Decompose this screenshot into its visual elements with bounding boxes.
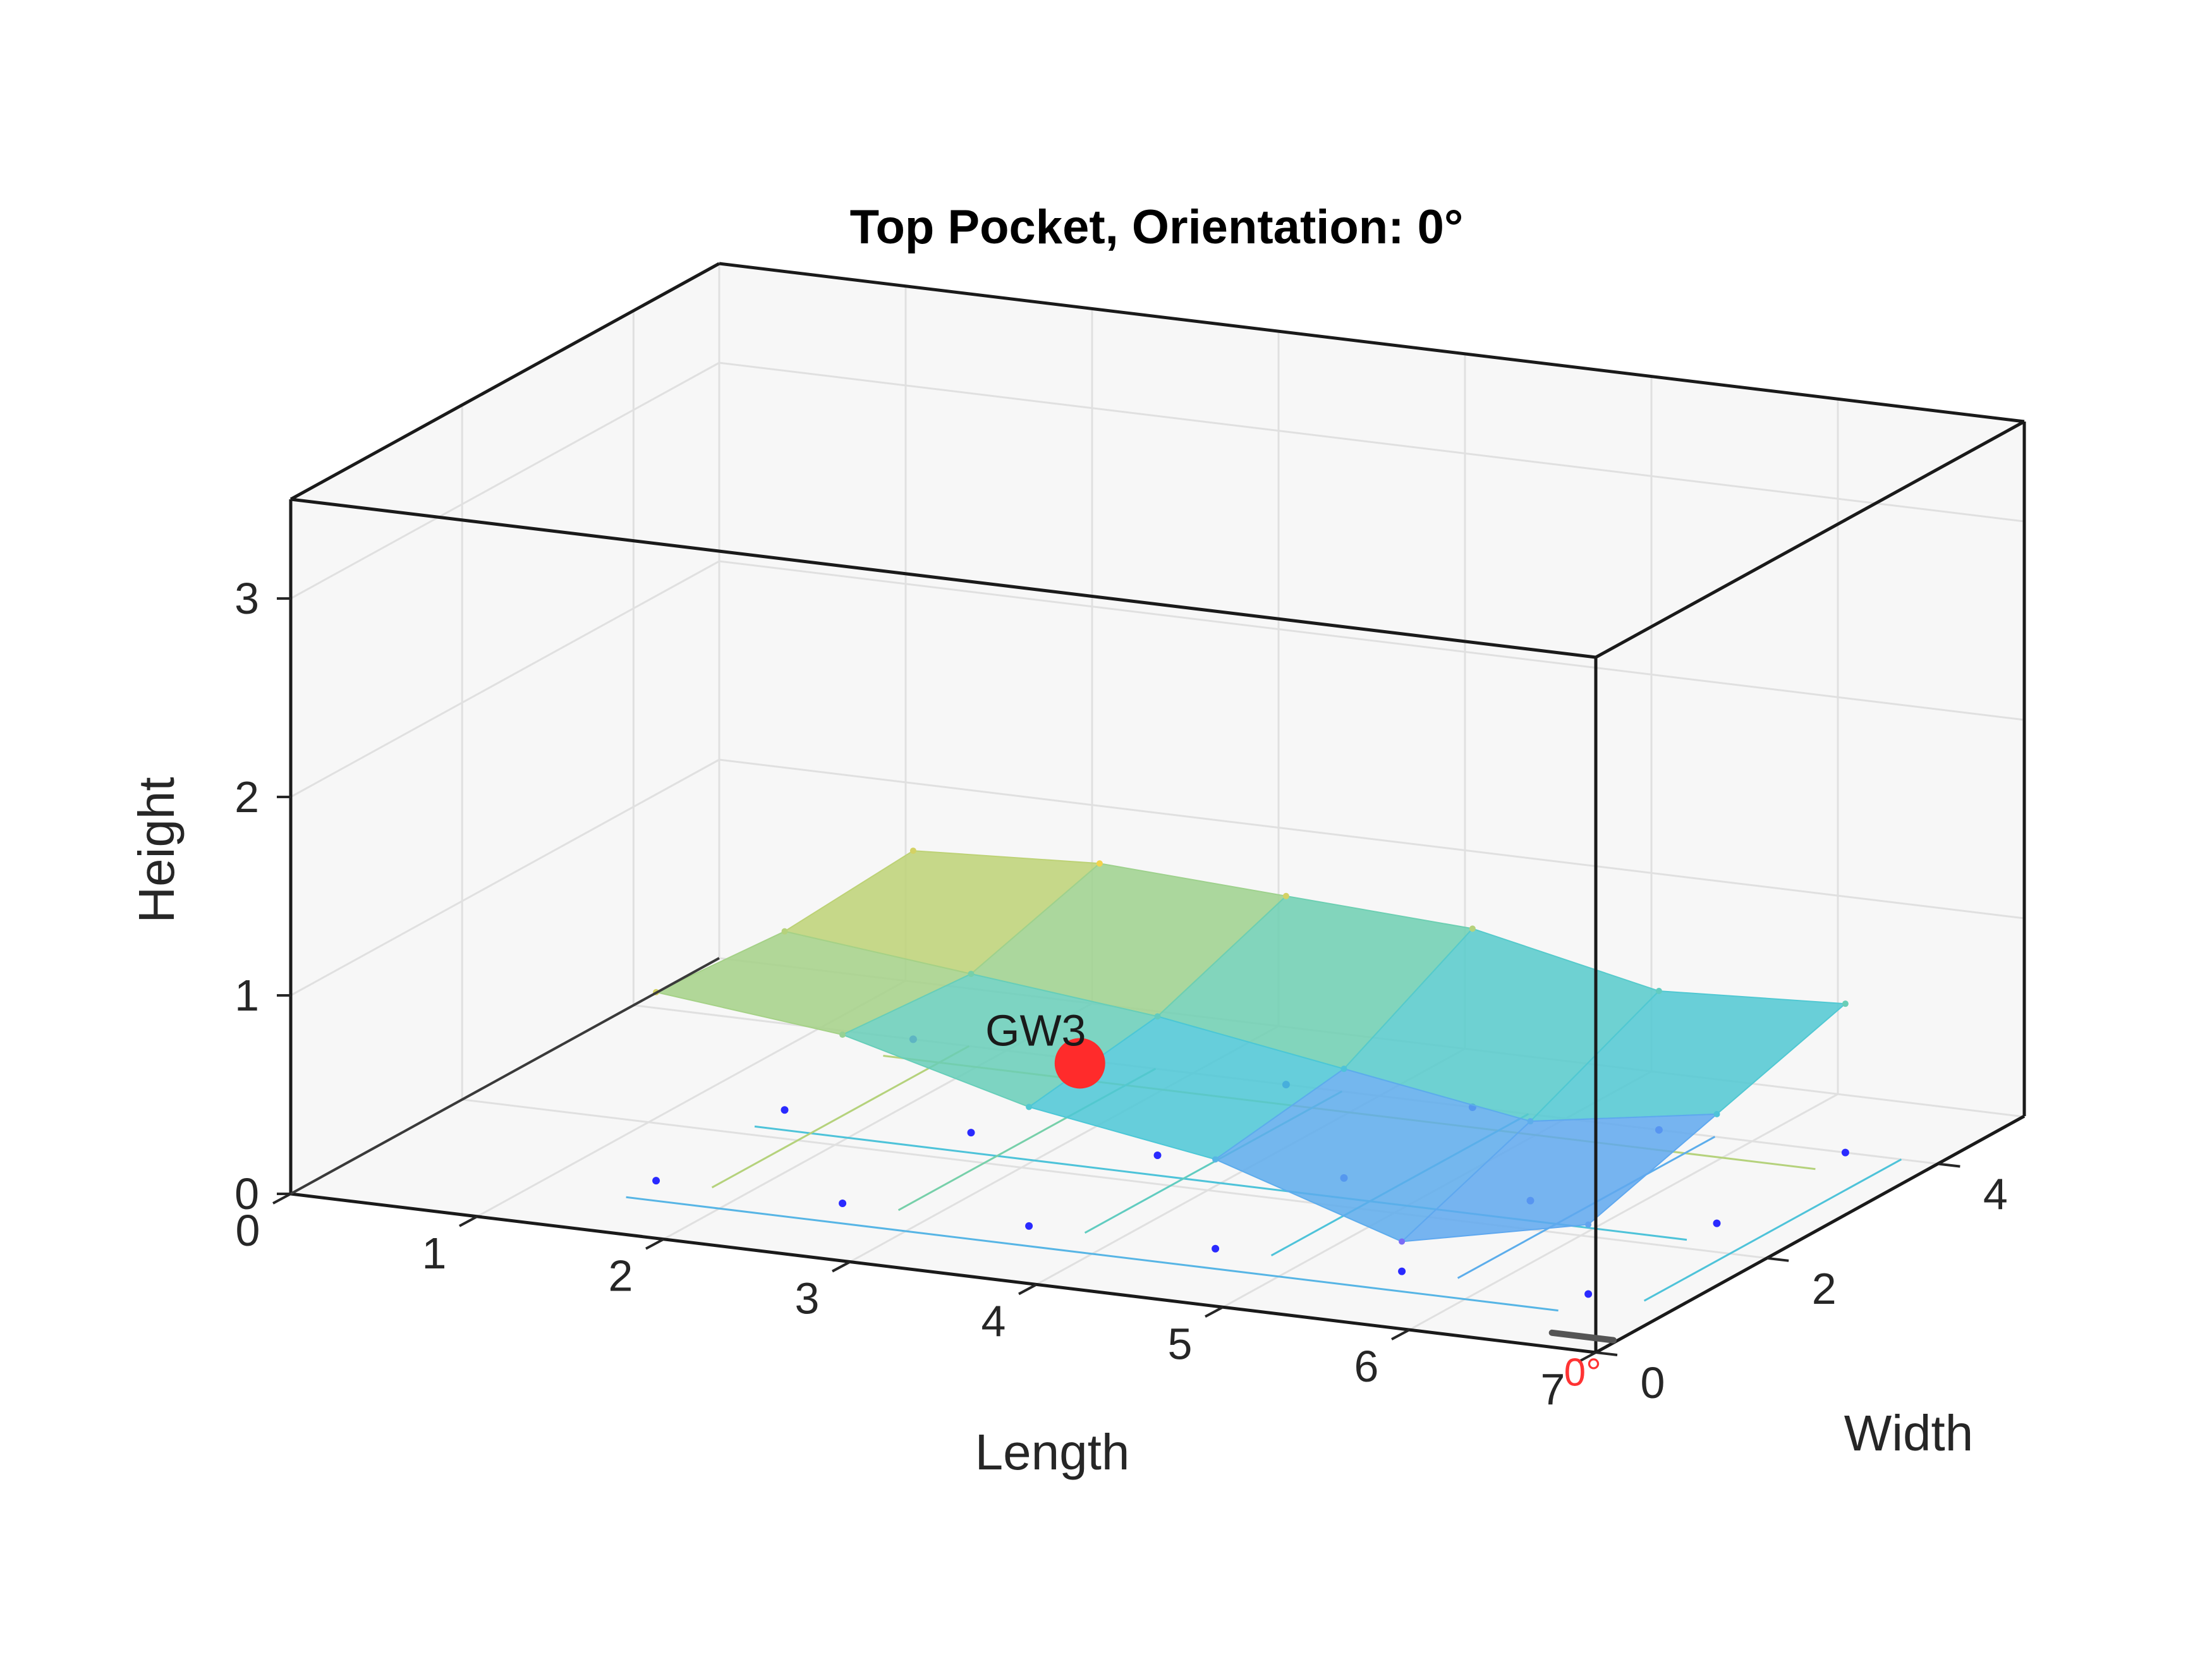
x-tick <box>1018 1283 1037 1296</box>
floor-point <box>839 1200 847 1208</box>
surface-point <box>1469 925 1476 932</box>
gridline <box>290 362 720 600</box>
surface-point <box>1340 1066 1347 1073</box>
z-tick-label: 2 <box>234 772 259 822</box>
gridline <box>290 560 720 798</box>
z-tick-label: 1 <box>234 971 259 1020</box>
x-tick <box>1577 1351 1596 1363</box>
floor-point <box>1153 1152 1162 1159</box>
floor-point <box>967 1129 975 1137</box>
surface-point <box>1282 892 1289 899</box>
gridline <box>719 758 2025 920</box>
surface-point <box>1399 1238 1406 1245</box>
x-tick <box>645 1237 664 1250</box>
y-tick-label: 2 <box>1812 1264 1837 1313</box>
surface-point <box>1713 1110 1720 1117</box>
y-tick-label: 4 <box>1983 1170 2008 1219</box>
orientation-label: 0° <box>1564 1351 1601 1395</box>
y-tick <box>1766 1256 1789 1262</box>
z-tick-label: 3 <box>234 574 259 623</box>
floor-point <box>1713 1219 1721 1227</box>
gw3-label: GW3 <box>985 1006 1086 1055</box>
surface-point <box>1585 1221 1592 1228</box>
floor-point <box>1212 1244 1220 1253</box>
surface-point <box>1842 1000 1849 1007</box>
surface-point <box>781 928 788 935</box>
x-tick <box>1205 1306 1224 1318</box>
x-tick <box>1391 1328 1410 1340</box>
surface-point <box>1655 988 1662 995</box>
surface-point <box>839 1031 846 1038</box>
surface-point <box>1026 1103 1033 1110</box>
gridline <box>719 560 2025 721</box>
gridline <box>1409 1093 1838 1331</box>
x-tick <box>832 1260 851 1273</box>
gw3-marker <box>1054 1038 1105 1089</box>
contour-line <box>711 1045 970 1189</box>
x-axis-label: Length <box>975 1424 1130 1480</box>
floor-point <box>1025 1222 1033 1230</box>
x-tick-label: 3 <box>795 1274 820 1323</box>
x-tick-label: 1 <box>422 1229 447 1278</box>
x-tick-label: 5 <box>1168 1319 1193 1368</box>
surface <box>653 848 1849 1245</box>
tick-labels: 0 1 2 3 4 5 6 7 0 2 4 0 1 2 3 <box>234 574 2008 1414</box>
z-tick-label: 0 <box>234 1169 259 1218</box>
floor-point <box>1398 1267 1406 1275</box>
x-tick-label: 4 <box>981 1296 1006 1346</box>
left-pane <box>291 264 719 1194</box>
x-tick-label: 6 <box>1354 1342 1379 1391</box>
contour-line <box>626 1196 1559 1312</box>
axis-ticks <box>272 597 1960 1363</box>
floor-point <box>652 1177 660 1185</box>
x-tick <box>459 1215 478 1227</box>
x-tick-label: 2 <box>609 1251 633 1301</box>
gridline <box>719 362 2025 523</box>
gridline <box>462 1098 1768 1260</box>
gridline <box>290 758 720 997</box>
x-tick-label: 7 <box>1541 1364 1565 1414</box>
box-edges <box>289 262 2026 1354</box>
surface-point <box>909 848 916 854</box>
x-tick <box>272 1193 291 1205</box>
x-tick-label: 0 <box>236 1206 260 1255</box>
floor-point <box>1841 1148 1849 1157</box>
surface-point <box>1096 860 1103 867</box>
contour-line <box>1643 1158 1902 1302</box>
surface-point <box>1154 1013 1161 1020</box>
chart-title: Top Pocket, Orientation: 0° <box>850 200 1464 254</box>
y-tick <box>1595 1351 1618 1356</box>
surface-point <box>1212 1156 1219 1163</box>
floor-point <box>781 1106 789 1114</box>
z-axis-label: Height <box>128 777 185 923</box>
y-axis-label: Width <box>1844 1405 1974 1461</box>
surface-point <box>968 970 975 977</box>
y-tick <box>1938 1162 1960 1168</box>
surface-point <box>1527 1118 1534 1125</box>
orientation-indicator-line <box>1548 1329 1617 1344</box>
floor-point <box>1584 1290 1593 1298</box>
y-tick-label: 0 <box>1641 1358 1665 1407</box>
